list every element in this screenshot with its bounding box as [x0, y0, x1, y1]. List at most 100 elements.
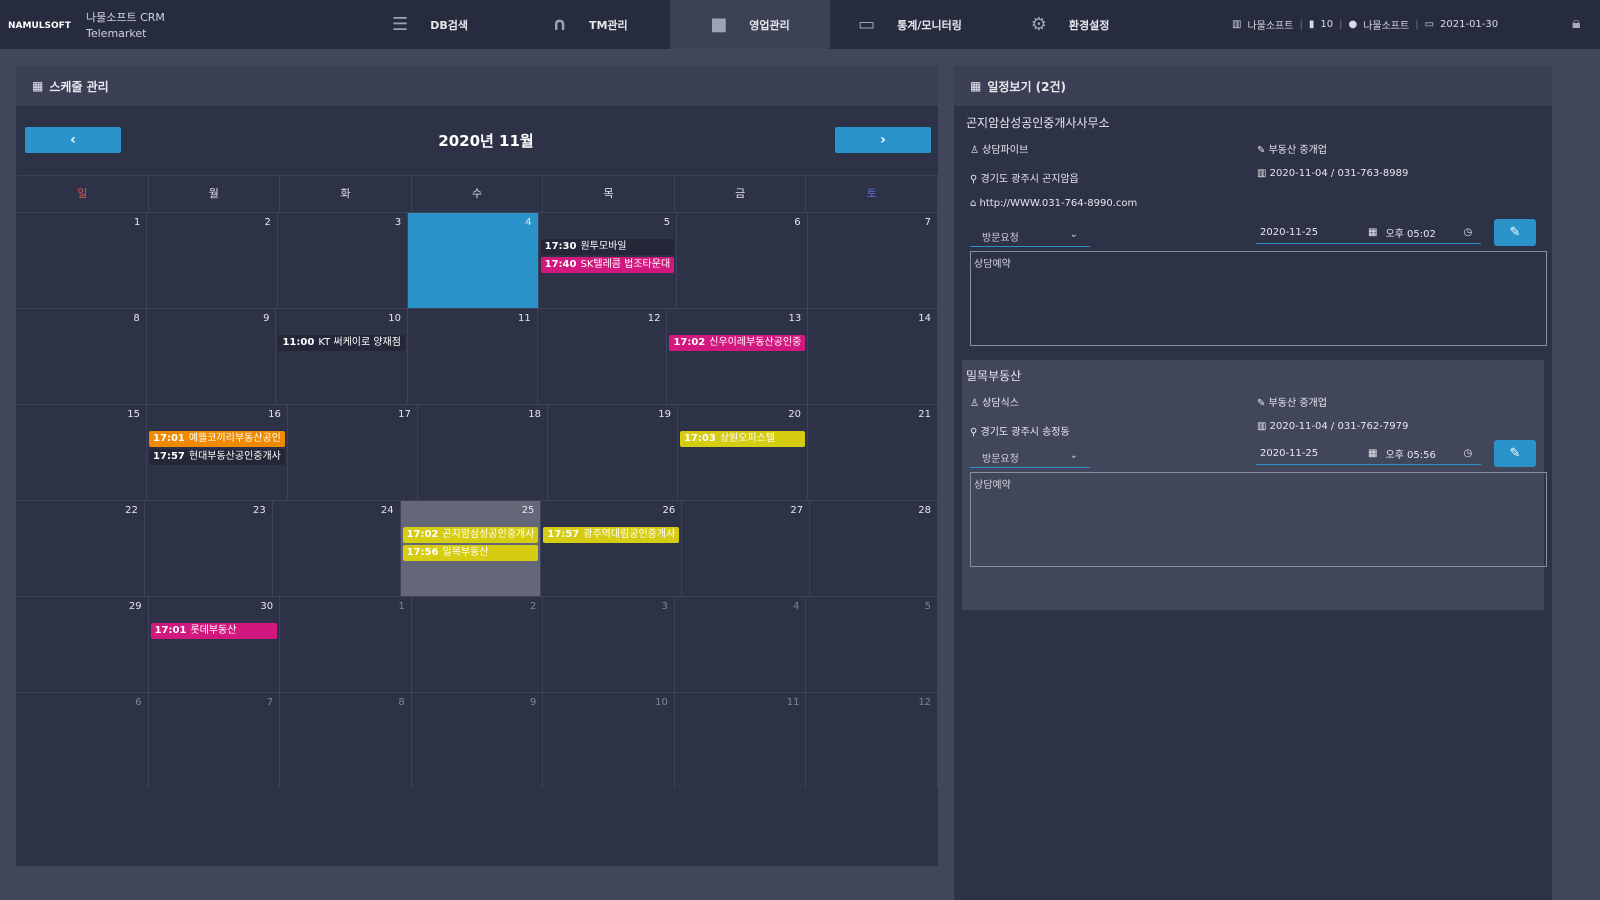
calendar-event[interactable]: 17:30 원투모바일 — [540, 239, 675, 255]
calendar-day[interactable]: 29 — [17, 597, 149, 692]
calendar-day[interactable]: 11 — [675, 693, 807, 788]
calendar-day[interactable]: 20 17:03 상원오피스텔 — [678, 405, 808, 500]
day-number: 8 — [398, 697, 405, 708]
prev-month-button[interactable]: ‹ — [25, 127, 121, 153]
calendar-event[interactable]: 17:01 예뜰코끼리부동산공인 — [149, 431, 285, 447]
calendar-day[interactable]: 13 17:02 신우이레부동산공인중 — [667, 309, 809, 404]
calendar-day[interactable]: 21 — [808, 405, 939, 500]
calendar-day[interactable]: 12 — [538, 309, 668, 404]
calendar-day[interactable]: 6 — [677, 213, 808, 308]
calendar-day[interactable]: 10 — [543, 693, 675, 788]
calendar-day[interactable]: 2 — [147, 213, 278, 308]
day-number: 5 — [663, 217, 671, 228]
calendar-day[interactable]: 7 — [149, 693, 281, 788]
logo[interactable]: NAMULSOFT 나물소프트 CRM Telemarket — [8, 10, 165, 42]
memo-textarea[interactable]: 상담예약 — [970, 472, 1547, 567]
calendar-event[interactable]: 17:57 현대부동산공인중개사 — [149, 449, 285, 465]
calendar-day[interactable]: 30 17:01 롯데부동산 — [149, 597, 281, 692]
homepage-link[interactable]: http://WWW.031-764-8990.com — [979, 198, 1138, 209]
calendar-day[interactable]: 19 — [548, 405, 678, 500]
datetime-input[interactable]: 2020-11-25 ▦ 오후 05:02 ◷ — [1256, 222, 1481, 244]
calendar-day[interactable]: 11 — [408, 309, 538, 404]
calendar-day[interactable]: 18 — [418, 405, 548, 500]
day-number: 10 — [388, 313, 401, 324]
day-number: 6 — [794, 217, 801, 228]
main-nav: ☰ DB검색 ∩ TM관리 ■ 영업관리 ▭ 통계/모니터링 ⚙ 환경설정 — [350, 0, 1150, 49]
calendar-day[interactable]: 28 — [810, 501, 938, 596]
company-title: 밀목부동산 — [966, 369, 1022, 383]
nav-label: TM관리 — [588, 18, 628, 32]
calendar-event[interactable]: 17:57 광주역대림공인중개사 — [543, 527, 680, 543]
day-number: 12 — [647, 313, 661, 324]
event-time: 17:40 — [544, 259, 577, 270]
calendar-event[interactable]: 17:02 신우이레부동산공인중 — [669, 335, 806, 351]
calendar-day[interactable]: 22 — [17, 501, 145, 596]
calendar-day[interactable]: 8 — [17, 309, 147, 404]
status-bar: ▥ 나물소프트 | ▮ 10 | ● 나물소프트 | ▭ 2021-01-30 — [1232, 19, 1499, 32]
status-select[interactable]: 방문요청 ⌄ — [970, 446, 1090, 468]
calendar-event[interactable]: 17:56 밀목부동산 — [402, 545, 539, 561]
calendar-day[interactable]: 3 — [278, 213, 409, 308]
calendar-day[interactable]: 24 — [273, 501, 401, 596]
calendar-week: 15 16 17:01 예뜰코끼리부동산공인 17:57 현대부동산공인중개사 17 18 19… — [17, 404, 939, 500]
status-select[interactable]: 방문요청 ⌄ — [970, 225, 1090, 247]
calendar-day[interactable]: 8 — [280, 693, 412, 788]
calendar-day[interactable]: 5 — [806, 597, 939, 692]
calendar-day[interactable]: 25 17:02 곤지암삼성공인중개사 17:56 밀목부동산 — [400, 501, 542, 596]
calendar-day[interactable]: 10 11:00 KT 써케이로 양재점 — [276, 309, 408, 404]
lock-icon[interactable]: 🔒︎ — [1572, 13, 1581, 32]
calendar-event[interactable]: 17:03 상원오피스텔 — [679, 431, 805, 447]
nav-database[interactable]: ☰ DB검색 — [350, 0, 510, 49]
weekday-label: 화 — [280, 176, 412, 212]
calendar-day[interactable]: 12 — [806, 693, 939, 788]
nav-monitor[interactable]: ▭ 통계/모니터링 — [830, 0, 990, 49]
day-number: 8 — [133, 313, 140, 324]
calendar-day[interactable]: 16 17:01 예뜰코끼리부동산공인 17:57 현대부동산공인중개사 — [147, 405, 288, 500]
calendar-event[interactable]: 17:40 SK텔레콤 법조타운대 — [540, 257, 675, 273]
day-number: 1 — [398, 601, 405, 612]
calendar-day[interactable]: 2 — [412, 597, 544, 692]
edit-button[interactable]: ✎ — [1494, 219, 1536, 246]
event-name: 곤지암삼성공인중개사 — [442, 529, 535, 540]
day-number: 2 — [529, 601, 537, 612]
calendar-day[interactable]: 23 — [145, 501, 273, 596]
nav-gear[interactable]: ⚙ 환경설정 — [990, 0, 1150, 49]
calendar-day[interactable]: 26 17:57 광주역대림공인중개사 — [541, 501, 683, 596]
calendar-day[interactable]: 17 — [288, 405, 418, 500]
calendar-day[interactable]: 9 — [147, 309, 277, 404]
calendar-day[interactable]: 3 — [543, 597, 675, 692]
building-icon: ▥ — [1257, 168, 1270, 179]
calendar-day[interactable]: 5 17:30 원투모바일 17:40 SK텔레콤 법조타운대 — [539, 213, 678, 308]
calendar-day[interactable]: 14 — [808, 309, 939, 404]
calendar-event[interactable]: 11:00 KT 써케이로 양재점 — [278, 335, 405, 351]
location-icon: ⚲ — [970, 427, 981, 438]
next-month-button[interactable]: › — [835, 127, 931, 153]
day-number: 30 — [260, 601, 274, 612]
nav-headset[interactable]: ∩ TM관리 — [510, 0, 670, 49]
calendar-day[interactable]: 4 — [675, 597, 807, 692]
calendar-day[interactable]: 1 — [17, 213, 148, 308]
calendar-event[interactable]: 17:01 롯데부동산 — [150, 623, 278, 639]
day-number: 25 — [521, 505, 535, 516]
event-time: 11:00 — [282, 337, 315, 348]
calendar-day[interactable]: 9 — [412, 693, 544, 788]
calendar-day[interactable]: 7 — [808, 213, 938, 308]
calendar-day[interactable]: 1 — [280, 597, 412, 692]
calendar-event[interactable]: 17:02 곤지암삼성공인중개사 — [402, 527, 539, 543]
weekday-label: 토 — [806, 176, 939, 212]
calendar-day[interactable]: 27 — [682, 501, 811, 596]
datetime-input[interactable]: 2020-11-25 ▦ 오후 05:56 ◷ — [1256, 443, 1481, 465]
month-title: 2020년 11월 — [438, 132, 534, 150]
edit-button[interactable]: ✎ — [1494, 440, 1536, 467]
clock-icon: ◷ — [1463, 227, 1473, 238]
calendar-day[interactable]: 4 — [408, 213, 539, 308]
calendar-day[interactable]: 6 — [17, 693, 149, 788]
nav-briefcase[interactable]: ■ 영업관리 — [670, 0, 830, 49]
company-name: 나물소프트 — [1247, 21, 1294, 32]
card-icon: ▭ — [1424, 19, 1435, 30]
database-icon: ☰ — [392, 14, 409, 35]
calendar-day[interactable]: 15 — [17, 405, 148, 500]
memo-textarea[interactable]: 상담예약 — [970, 251, 1547, 346]
event-time: 17:01 — [154, 625, 187, 636]
top-bar: NAMULSOFT 나물소프트 CRM Telemarket ☰ DB검색 ∩ TM관리… — [0, 0, 1600, 49]
